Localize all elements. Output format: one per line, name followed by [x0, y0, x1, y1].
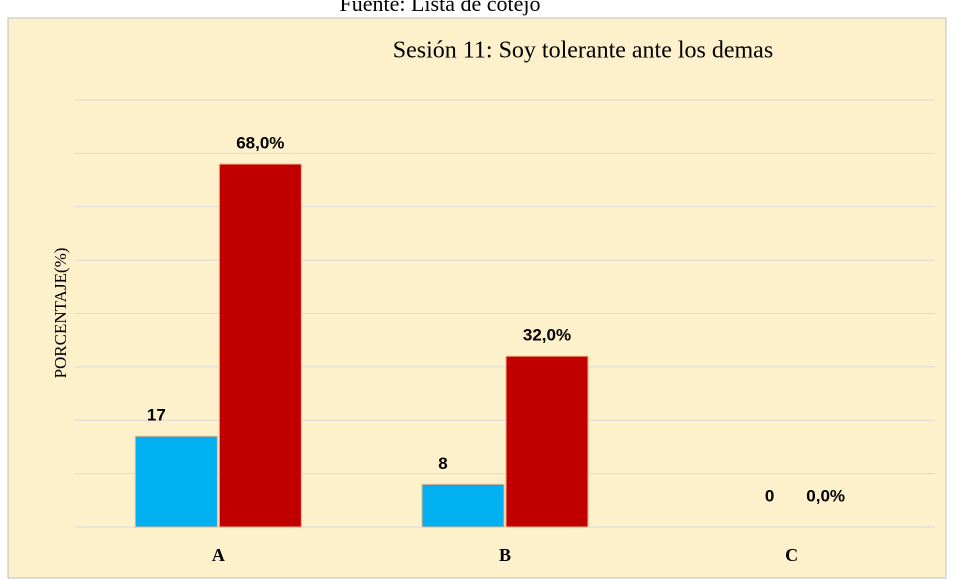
y-axis-label: PORCENTAJE(%) [51, 248, 70, 379]
chart-title: Sesión 11: Soy tolerante ante los demas [393, 38, 773, 64]
bar [218, 163, 302, 528]
source-note: Fuente: Lista de cotejo [340, 0, 541, 16]
data-label: 0 [765, 486, 774, 505]
bar [505, 355, 589, 528]
data-label: 8 [438, 454, 447, 473]
data-label: 17 [147, 406, 166, 425]
data-label: 0,0% [806, 486, 845, 505]
bar [134, 435, 218, 528]
bar [421, 483, 505, 528]
data-label: 32,0% [523, 326, 571, 345]
x-tick-label: A [212, 545, 225, 565]
x-tick-label: B [499, 545, 511, 565]
x-tick-label: C [785, 545, 798, 565]
data-label: 68,0% [236, 134, 284, 153]
